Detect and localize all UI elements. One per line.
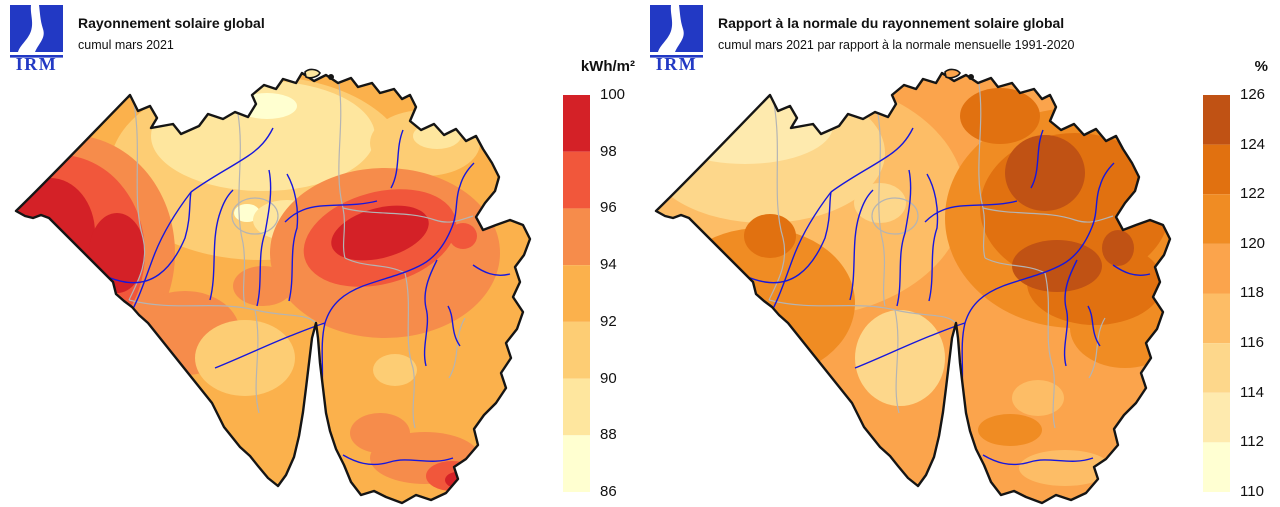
- irm-logo-text: IRM: [16, 54, 58, 71]
- legend-tick: 96: [600, 199, 617, 216]
- irm-logo-rule: [10, 55, 63, 58]
- legend-tick: 114: [1240, 384, 1264, 401]
- irm-logo-left-shape: [650, 5, 673, 52]
- legend-tick: 88: [600, 426, 617, 443]
- legend-tick: 126: [1240, 86, 1266, 103]
- legend-tick: 92: [600, 313, 617, 330]
- left-legend-unit: kWh/m²: [580, 58, 635, 75]
- legend-tick: 110: [1240, 483, 1264, 500]
- baarle-exclaves: [304, 68, 334, 80]
- legend-tick: 112: [1240, 433, 1264, 450]
- left-legend: kWh/m² 100 98 96 94 92 90 88 86: [563, 58, 663, 500]
- irm-logo: IRM: [10, 5, 63, 71]
- exclave-shape: [944, 68, 961, 79]
- irm-logo-left-shape: [10, 5, 33, 52]
- legend-tick: 124: [1240, 136, 1266, 153]
- legend-tick: 120: [1240, 235, 1266, 252]
- legend-tick: 90: [600, 370, 617, 387]
- legend-tick: 94: [600, 256, 617, 273]
- right-legend: % 126 124 122 120 118 116 114 112 110: [1203, 58, 1280, 500]
- belgium-map-ratio-to-normal: [654, 68, 1172, 505]
- right-map-subtitle: cumul mars 2021 par rapport à la normale…: [718, 38, 1075, 52]
- right-legend-unit: %: [1254, 58, 1268, 75]
- left-map-contour-fills: [16, 73, 530, 503]
- right-map-title: Rapport à la normale du rayonnement sola…: [718, 15, 1065, 31]
- legend-tick: 116: [1240, 334, 1264, 351]
- right-legend-colorbar: [1203, 95, 1230, 492]
- legend-tick: 100: [600, 86, 626, 103]
- left-map-subtitle: cumul mars 2021: [78, 38, 174, 52]
- legend-tick: 86: [600, 483, 617, 500]
- irm-logo-right-shape: [35, 5, 63, 52]
- exclave-shape: [304, 68, 321, 79]
- exclave-dot: [968, 74, 974, 80]
- baarle-exclaves: [944, 68, 974, 80]
- irm-logo-right-shape: [675, 5, 703, 52]
- irm-logo-text: IRM: [656, 54, 698, 71]
- legend-tick: 118: [1240, 284, 1264, 301]
- left-legend-colorbar: [563, 95, 590, 492]
- irm-logo-rule: [650, 55, 703, 58]
- legend-tick: 98: [600, 143, 617, 160]
- irm-logo: IRM: [650, 5, 703, 71]
- right-map-contour-fills: [656, 73, 1170, 503]
- exclave-dot: [328, 74, 334, 80]
- legend-tick: 122: [1240, 185, 1266, 202]
- left-map-title: Rayonnement solaire global: [78, 15, 265, 31]
- belgium-map-solar-radiation: [14, 68, 532, 505]
